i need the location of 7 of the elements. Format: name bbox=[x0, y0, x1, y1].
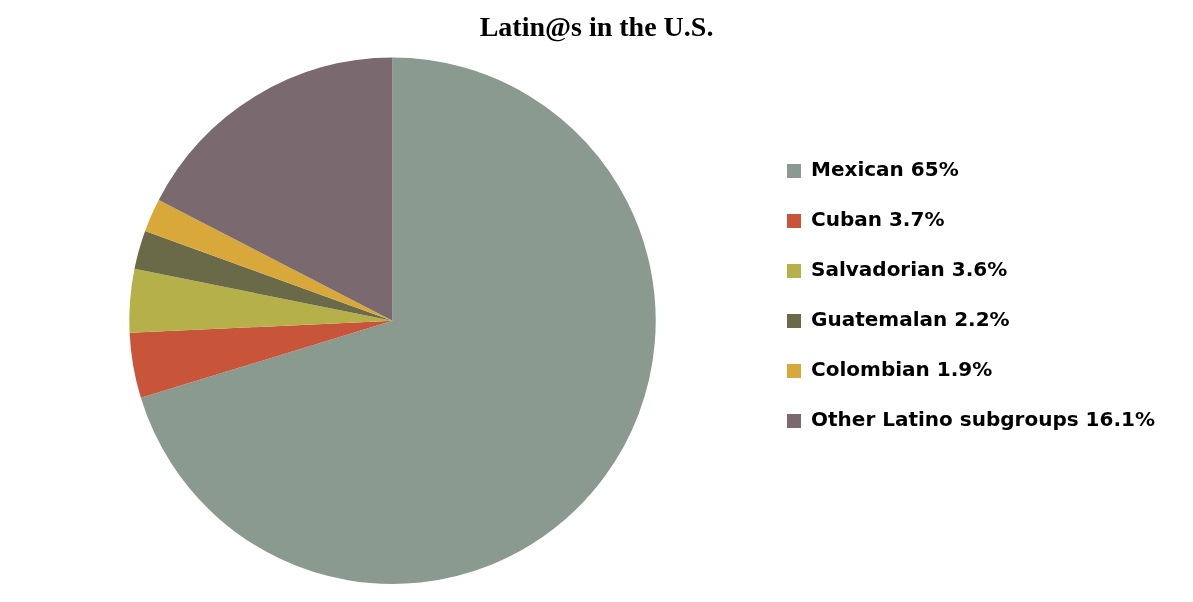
legend-label: Colombian 1.9% bbox=[811, 357, 993, 382]
chart-title: Latin@s in the U.S. bbox=[479, 11, 714, 43]
legend-label: Other Latino subgroups 16.1% bbox=[811, 407, 1156, 432]
legend-label: Mexican 65% bbox=[811, 157, 959, 182]
legend-label: Salvadorian 3.6% bbox=[811, 257, 1008, 282]
legend-label: Guatemalan 2.2% bbox=[811, 307, 1010, 332]
legend-label: Cuban 3.7% bbox=[811, 207, 945, 232]
